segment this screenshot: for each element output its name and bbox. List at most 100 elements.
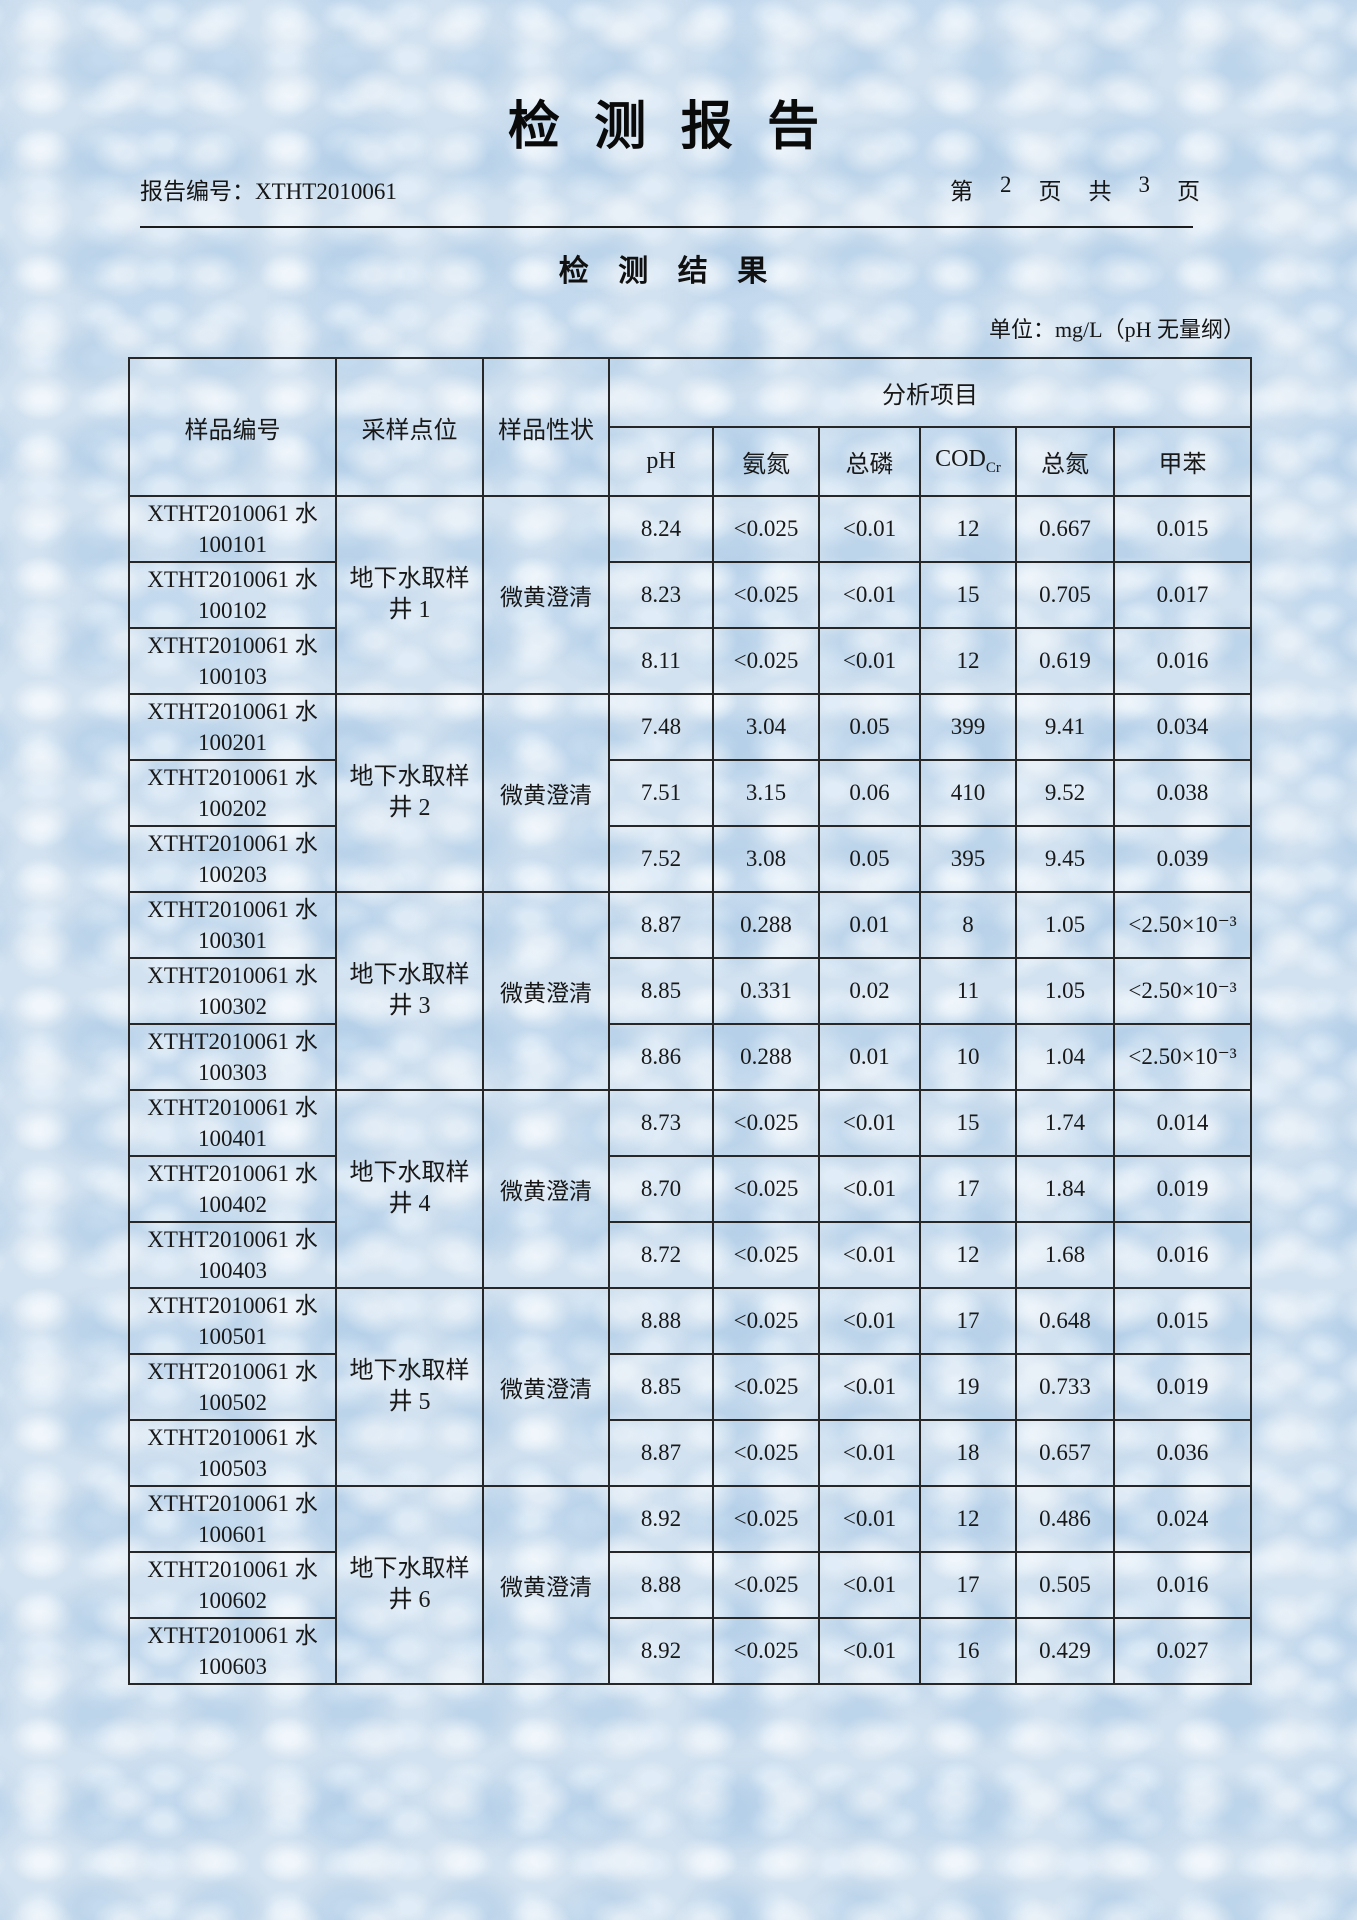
table-row: XTHT2010061 水 100402 8.70 <0.025 <0.01 17 1.84… [128,1155,1252,1223]
value-cell: 1.05 [1015,957,1115,1025]
value-cell: <0.025 [712,1287,820,1355]
value-cell: <0.025 [712,495,820,563]
section-title: 检 测 结 果 [558,255,779,288]
value-cell: 0.038 [1113,759,1252,827]
sample-property-cell: 微黄澄清 [482,1089,610,1289]
col-header-sample-id: 样品编号 [128,357,337,497]
table-row: XTHT2010061 水 100603 8.92 <0.025 <0.01 16 0.42… [128,1617,1252,1685]
value-cell: 8 [919,891,1017,959]
table-row: XTHT2010061 水 100103 8.11 <0.025 <0.01 12 0.61… [128,627,1252,695]
value-cell: <0.025 [712,627,820,695]
value-cell: 15 [919,1089,1017,1157]
value-cell: 0.331 [712,957,820,1025]
page-total: 3 [1138,172,1151,197]
sample-id-cell: XTHT2010061 水 100103 [128,627,337,695]
value-cell: 1.05 [1015,891,1115,959]
value-cell: 7.48 [608,693,714,761]
table-row: XTHT2010061 水 100101 地下水取样井 1 微黄澄清 8.24 <0.02… [128,495,1252,695]
value-cell: 8.73 [608,1089,714,1157]
sample-id-cell: XTHT2010061 水 100501 [128,1287,337,1355]
report-number-value: XTHT2010061 [255,179,397,204]
value-cell: 12 [919,1485,1017,1553]
value-cell: 0.05 [818,825,921,893]
value-cell: <0.025 [712,1089,820,1157]
value-cell: 3.04 [712,693,820,761]
report-number-label: 报告编号： [140,179,255,204]
unit-note: 单位：mg/L（pH 无量纲） [988,317,1245,342]
value-cell: 0.016 [1113,1551,1252,1619]
value-cell: 12 [919,495,1017,563]
table-header-row: 样品编号 采样点位 样品性状 分析项目 [128,357,1252,497]
value-cell: 16 [919,1617,1017,1685]
value-cell: 0.657 [1015,1419,1115,1487]
sample-id-cell: XTHT2010061 水 100303 [128,1023,337,1091]
value-cell: 3.15 [712,759,820,827]
table-row: XTHT2010061 水 100601 地下水取样井 6 微黄澄清 8.92 <0.02… [128,1485,1252,1685]
table-row: XTHT2010061 水 100201 地下水取样井 2 微黄澄清 7.48 3.04 0… [128,693,1252,893]
value-cell: <0.01 [818,1551,921,1619]
value-cell: <0.01 [818,1089,921,1157]
value-cell: 0.619 [1015,627,1115,695]
table-row: XTHT2010061 水 100602 8.88 <0.025 <0.01 17 0.50… [128,1551,1252,1619]
sample-property-cell: 微黄澄清 [482,693,610,893]
page-word: 第 [950,179,973,204]
sample-property-cell: 微黄澄清 [482,1287,610,1487]
cod-label: COD [935,446,986,473]
value-cell: 3.08 [712,825,820,893]
value-cell: 0.024 [1113,1485,1252,1553]
sample-id-cell: XTHT2010061 水 100602 [128,1551,337,1619]
col-header-ammonia-nitrogen: 氨氮 [712,426,820,497]
value-cell: 410 [919,759,1017,827]
table-row: XTHT2010061 水 100203 7.52 3.08 0.05 395 9.45 0.… [128,825,1252,893]
page-current: 2 [1000,172,1012,197]
table-row: XTHT2010061 水 100202 7.51 3.15 0.06 410 9.52 0.… [128,759,1252,827]
value-cell: <2.50×10⁻³ [1113,1023,1252,1091]
table-row: XTHT2010061 水 100302 8.85 0.331 0.02 11 1.05 <2… [128,957,1252,1025]
report-meta-row: 报告编号：XTHT2010061 第 2 页 共 3 页 [140,172,1200,204]
value-cell: <0.01 [818,1221,921,1289]
page-word: 页 [1177,179,1200,204]
value-cell: <0.025 [712,1353,820,1421]
value-cell: 0.019 [1113,1353,1252,1421]
sample-id-cell: XTHT2010061 水 100302 [128,957,337,1025]
col-header-ph: pH [608,426,714,497]
sample-id-cell: XTHT2010061 水 100601 [128,1485,337,1553]
value-cell: 8.87 [608,1419,714,1487]
value-cell: 8.88 [608,1551,714,1619]
value-cell: 0.016 [1113,627,1252,695]
value-cell: 0.429 [1015,1617,1115,1685]
value-cell: 0.705 [1015,561,1115,629]
value-cell: 8.87 [608,891,714,959]
value-cell: <0.025 [712,1155,820,1223]
value-cell: 7.51 [608,759,714,827]
value-cell: 8.11 [608,627,714,695]
value-cell: 0.016 [1113,1221,1252,1289]
value-cell: 8.24 [608,495,714,563]
value-cell: 8.70 [608,1155,714,1223]
col-header-sampling-point: 采样点位 [335,357,484,497]
header-divider [140,226,1193,228]
value-cell: 0.039 [1113,825,1252,893]
value-cell: 0.027 [1113,1617,1252,1685]
value-cell: 15 [919,561,1017,629]
sample-id-cell: XTHT2010061 水 100403 [128,1221,337,1289]
page-word: 共 [1088,179,1112,204]
sample-id-cell: XTHT2010061 水 100502 [128,1353,337,1421]
value-cell: 8.92 [608,1485,714,1553]
sampling-point-cell: 地下水取样井 5 [335,1287,484,1487]
col-header-sample-property: 样品性状 [482,357,610,497]
value-cell: 12 [919,1221,1017,1289]
value-cell: 8.23 [608,561,714,629]
table-row: XTHT2010061 水 100401 地下水取样井 4 微黄澄清 8.73 <0.02… [128,1089,1252,1289]
sampling-point-cell: 地下水取样井 6 [335,1485,484,1685]
value-cell: 17 [919,1155,1017,1223]
value-cell: <0.025 [712,561,820,629]
value-cell: 0.667 [1015,495,1115,563]
value-cell: 0.486 [1015,1485,1115,1553]
value-cell: 9.41 [1015,693,1115,761]
value-cell: 18 [919,1419,1017,1487]
col-header-toluene: 甲苯 [1113,426,1252,497]
value-cell: <0.01 [818,495,921,563]
cod-subscript: Cr [985,459,1001,476]
table-row: XTHT2010061 水 100502 8.85 <0.025 <0.01 19 0.73… [128,1353,1252,1421]
